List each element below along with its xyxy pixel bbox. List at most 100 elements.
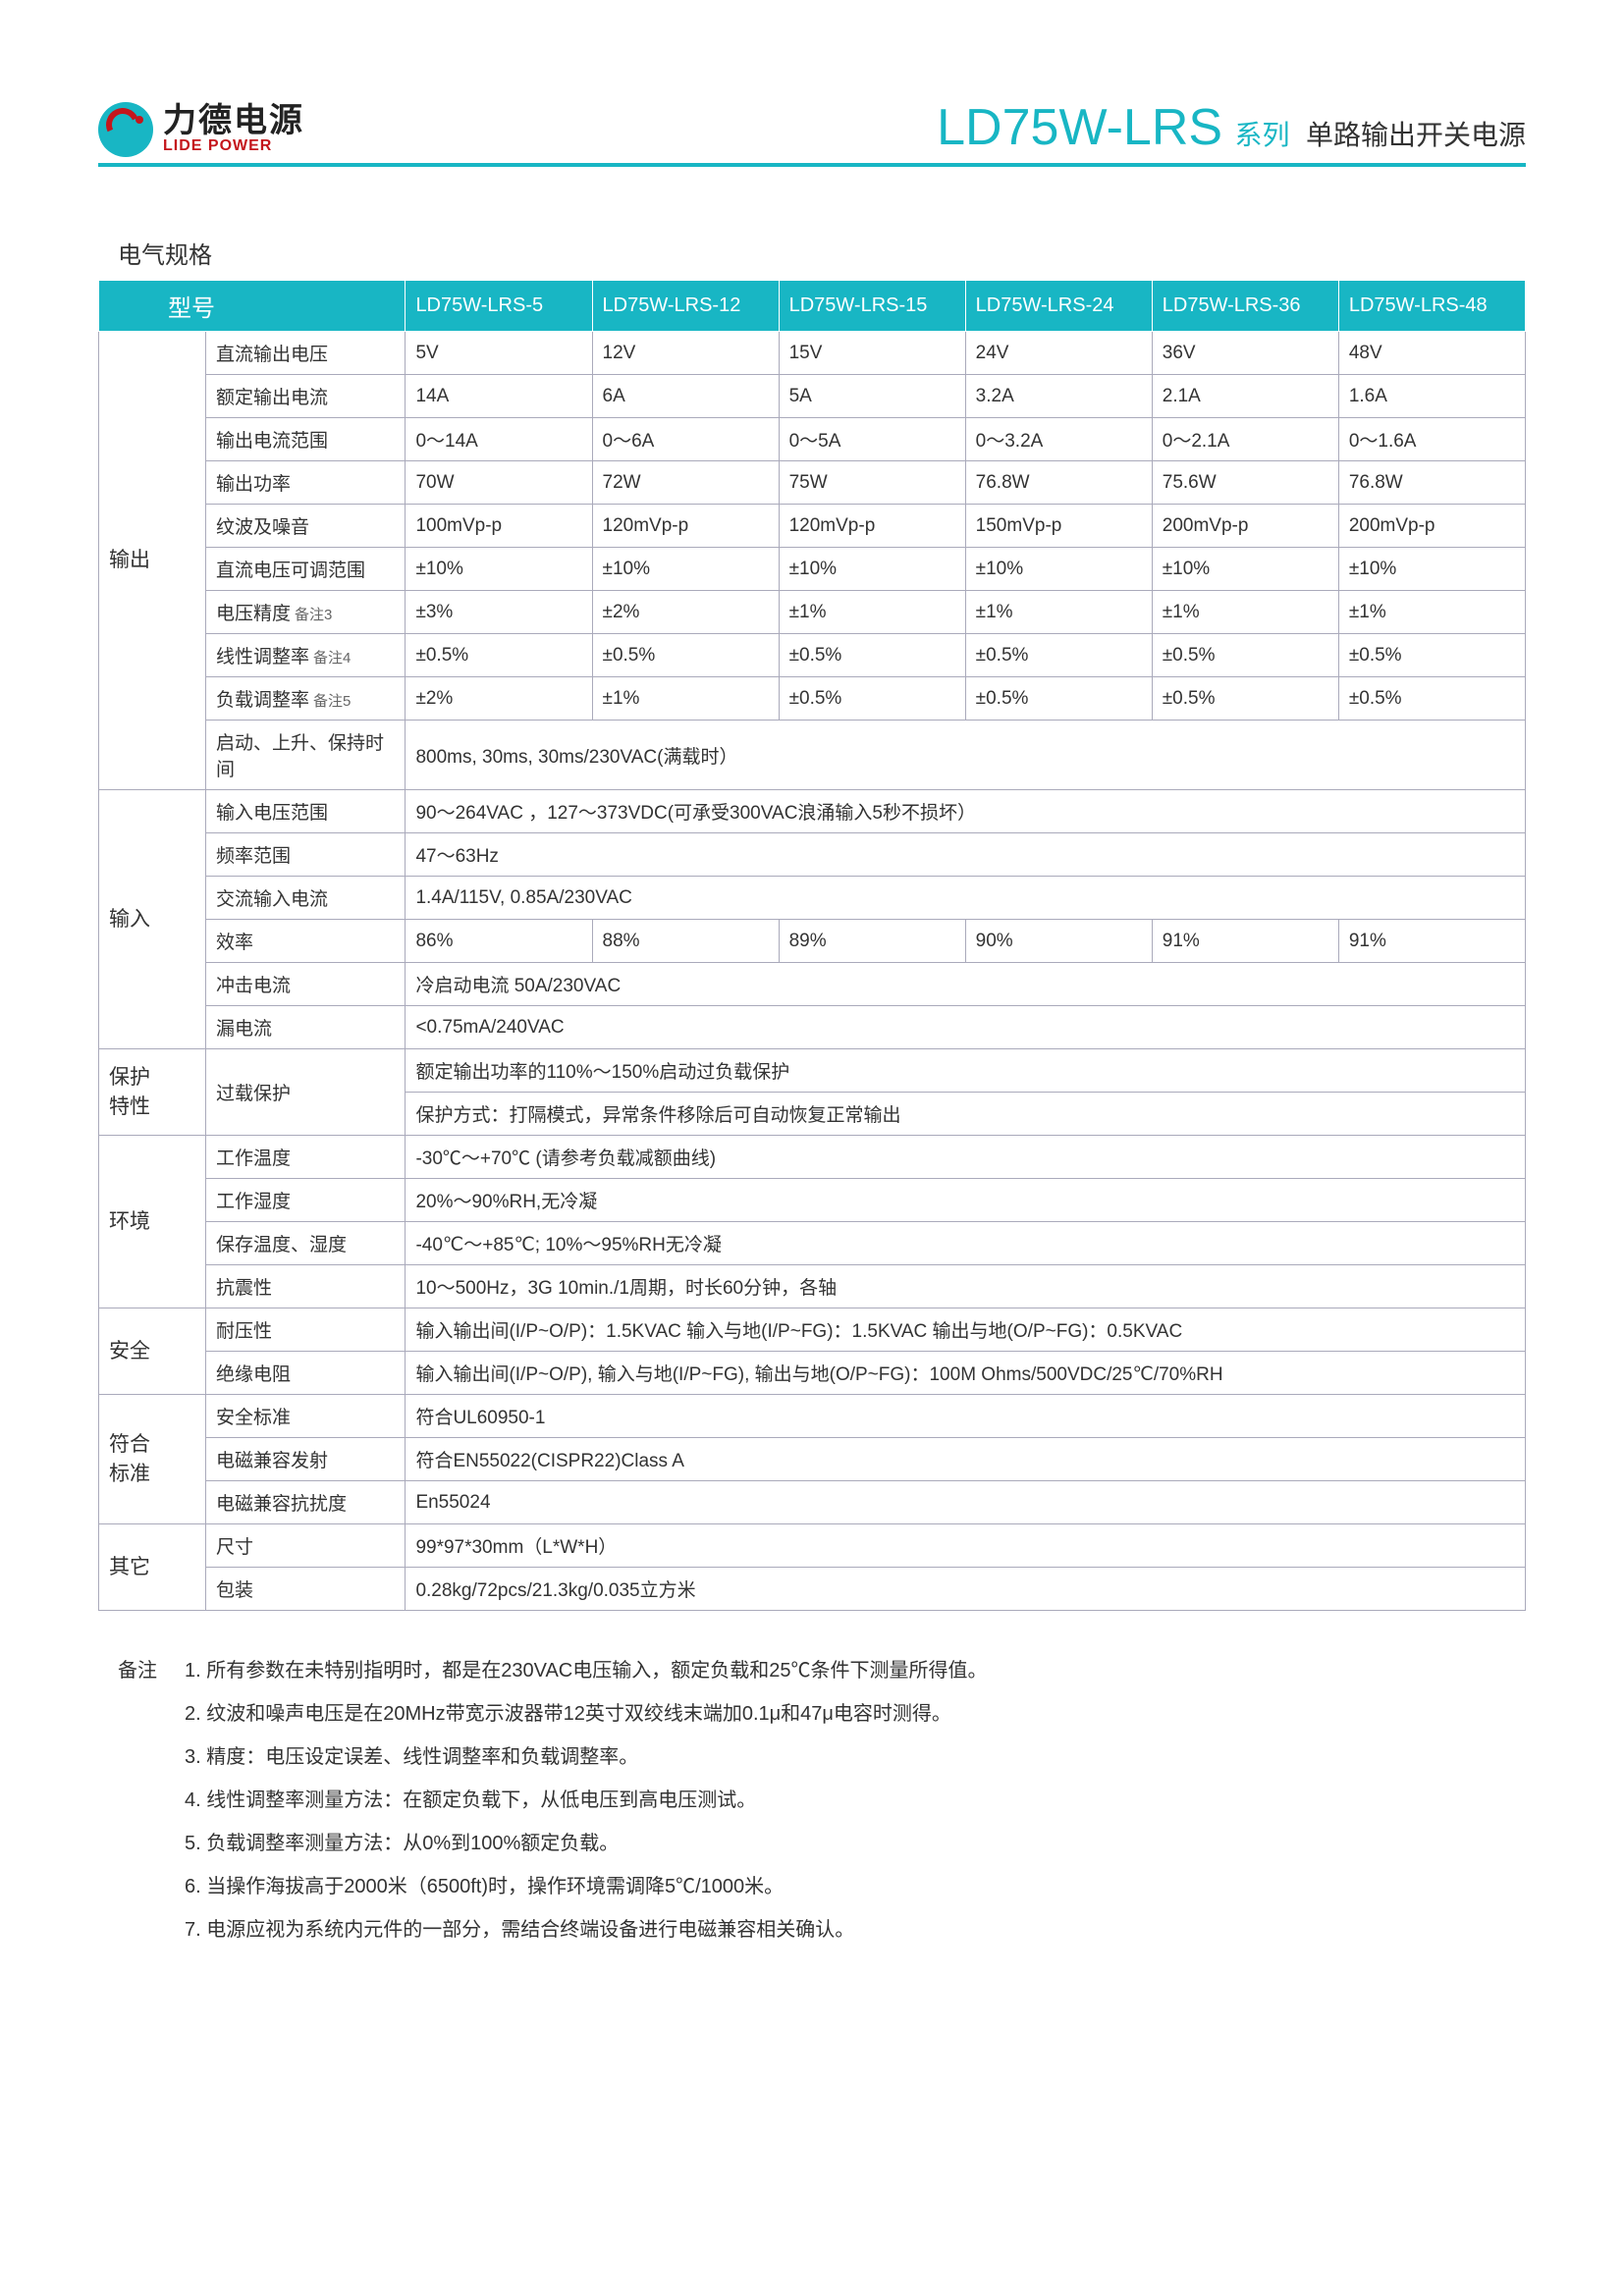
label-text: 电压精度 xyxy=(216,604,291,624)
cell: 10～500Hz，3G 10min./1周期，时长60分钟，各轴 xyxy=(406,1265,1526,1308)
cell: 800ms, 30ms, 30ms/230VAC(满载时） xyxy=(406,721,1526,790)
cell: 保护方式：打隔模式，异常条件移除后可自动恢复正常输出 xyxy=(406,1093,1526,1136)
table-row: 绝缘电阻 输入输出间(I/P~O/P), 输入与地(I/P~FG), 输出与地(… xyxy=(99,1352,1526,1395)
cell: 99*97*30mm（L*W*H） xyxy=(406,1524,1526,1568)
cell: ±2% xyxy=(406,677,592,721)
cat-safety: 安全 xyxy=(99,1308,206,1395)
model-col: LD75W-LRS-12 xyxy=(592,281,779,332)
param-label: 包装 xyxy=(205,1568,405,1611)
cell: ±1% xyxy=(592,677,779,721)
cell: ±0.5% xyxy=(1338,677,1525,721)
param-label: 冲击电流 xyxy=(205,963,405,1006)
cell: 12V xyxy=(592,332,779,375)
cell: 90% xyxy=(965,920,1152,963)
section-title: 电气规格 xyxy=(118,236,1526,270)
cell: ±1% xyxy=(965,591,1152,634)
label-text: 负载调整率 xyxy=(216,690,309,711)
note-item: 3. 精度：电压设定误差、线性调整率和负载调整率。 xyxy=(185,1736,1526,1778)
cell: 0～5A xyxy=(779,418,965,461)
cell: 75W xyxy=(779,461,965,505)
cell: -40℃～+85℃; 10%～95%RH无冷凝 xyxy=(406,1222,1526,1265)
cell: ±1% xyxy=(1152,591,1338,634)
cell: 5A xyxy=(779,375,965,418)
cell: 200mVp-p xyxy=(1338,505,1525,548)
cell: 48V xyxy=(1338,332,1525,375)
cell: ±10% xyxy=(965,548,1152,591)
param-label: 尺寸 xyxy=(205,1524,405,1568)
logo: 力德电源 LIDE POWER xyxy=(98,102,304,157)
param-label: 保存温度、湿度 xyxy=(205,1222,405,1265)
cell: ±0.5% xyxy=(1152,634,1338,677)
cat-protect: 保护 特性 xyxy=(99,1049,206,1136)
note-item: 5. 负载调整率测量方法：从0%到100%额定负载。 xyxy=(185,1823,1526,1864)
cell: 72W xyxy=(592,461,779,505)
cat-env: 环境 xyxy=(99,1136,206,1308)
cell: ±0.5% xyxy=(406,634,592,677)
cell: ±0.5% xyxy=(779,634,965,677)
cell: 47～63Hz xyxy=(406,833,1526,877)
cell: ±0.5% xyxy=(1338,634,1525,677)
cat-input: 输入 xyxy=(99,790,206,1049)
title-series: 系列 xyxy=(1235,120,1290,150)
table-row: 保护 特性 过载保护 额定输出功率的110%～150%启动过负载保护 xyxy=(99,1049,1526,1093)
title-desc: 单路输出开关电源 xyxy=(1306,120,1526,150)
table-row: 其它 尺寸 99*97*30mm（L*W*H） xyxy=(99,1524,1526,1568)
note-ref: 备注3 xyxy=(295,607,332,623)
param-label: 额定输出电流 xyxy=(205,375,405,418)
table-row: 负载调整率备注5 ±2%±1%±0.5%±0.5%±0.5%±0.5% xyxy=(99,677,1526,721)
table-row: 符合 标准 安全标准 符合UL60950-1 xyxy=(99,1395,1526,1438)
cell: 91% xyxy=(1152,920,1338,963)
cell: 1.6A xyxy=(1338,375,1525,418)
param-label: 启动、上升、保持时间 xyxy=(205,721,405,790)
page-header: 力德电源 LIDE POWER LD75W-LRS 系列 单路输出开关电源 xyxy=(98,98,1526,167)
cell: ±0.5% xyxy=(779,677,965,721)
param-label: 频率范围 xyxy=(205,833,405,877)
table-row: 包装 0.28kg/72pcs/21.3kg/0.035立方米 xyxy=(99,1568,1526,1611)
cell: ±2% xyxy=(592,591,779,634)
table-row: 安全 耐压性 输入输出间(I/P~O/P)：1.5KVAC 输入与地(I/P~F… xyxy=(99,1308,1526,1352)
param-label: 耐压性 xyxy=(205,1308,405,1352)
spec-table: 型号 LD75W-LRS-5 LD75W-LRS-12 LD75W-LRS-15… xyxy=(98,280,1526,1611)
cell: 冷启动电流 50A/230VAC xyxy=(406,963,1526,1006)
cell: 0～3.2A xyxy=(965,418,1152,461)
cell: ±10% xyxy=(592,548,779,591)
param-label: 线性调整率备注4 xyxy=(205,634,405,677)
logo-icon xyxy=(98,102,153,157)
param-label: 漏电流 xyxy=(205,1006,405,1049)
param-label: 负载调整率备注5 xyxy=(205,677,405,721)
cell: 76.8W xyxy=(965,461,1152,505)
cell: 88% xyxy=(592,920,779,963)
cell: ±1% xyxy=(1338,591,1525,634)
title-main: LD75W-LRS xyxy=(937,99,1222,156)
note-item: 7. 电源应视为系统内元件的一部分，需结合终端设备进行电磁兼容相关确认。 xyxy=(185,1909,1526,1950)
cell: 36V xyxy=(1152,332,1338,375)
note-ref: 备注5 xyxy=(313,693,351,710)
cell: ±0.5% xyxy=(965,634,1152,677)
param-label: 绝缘电阻 xyxy=(205,1352,405,1395)
cell: 89% xyxy=(779,920,965,963)
param-label: 输入电压范围 xyxy=(205,790,405,833)
cell: ±3% xyxy=(406,591,592,634)
cat-output: 输出 xyxy=(99,332,206,790)
cell: 输入输出间(I/P~O/P), 输入与地(I/P~FG), 输出与地(O/P~F… xyxy=(406,1352,1526,1395)
param-label: 过载保护 xyxy=(205,1049,405,1136)
cell: 5V xyxy=(406,332,592,375)
cell: 15V xyxy=(779,332,965,375)
table-row: 线性调整率备注4 ±0.5%±0.5%±0.5%±0.5%±0.5%±0.5% xyxy=(99,634,1526,677)
param-label: 输出电流范围 xyxy=(205,418,405,461)
cell: 0.28kg/72pcs/21.3kg/0.035立方米 xyxy=(406,1568,1526,1611)
cell: 24V xyxy=(965,332,1152,375)
page-title: LD75W-LRS 系列 单路输出开关电源 xyxy=(937,98,1526,157)
cell: 额定输出功率的110%～150%启动过负载保护 xyxy=(406,1049,1526,1093)
cat-compliance: 符合 标准 xyxy=(99,1395,206,1524)
model-col: LD75W-LRS-24 xyxy=(965,281,1152,332)
table-row: 输入 输入电压范围 90～264VAC ，127～373VDC(可承受300VA… xyxy=(99,790,1526,833)
cell: 1.4A/115V, 0.85A/230VAC xyxy=(406,877,1526,920)
cell: 符合UL60950-1 xyxy=(406,1395,1526,1438)
table-row: 漏电流 <0.75mA/240VAC xyxy=(99,1006,1526,1049)
table-row: 工作湿度 20%～90%RH,无冷凝 xyxy=(99,1179,1526,1222)
cat-others: 其它 xyxy=(99,1524,206,1611)
param-label: 输出功率 xyxy=(205,461,405,505)
label-text: 线性调整率 xyxy=(216,647,309,667)
cell: En55024 xyxy=(406,1481,1526,1524)
